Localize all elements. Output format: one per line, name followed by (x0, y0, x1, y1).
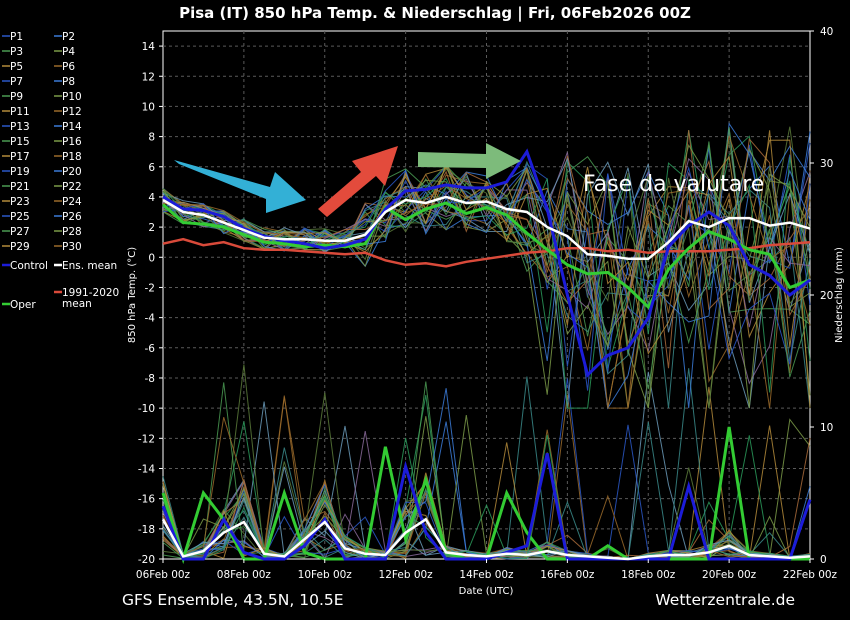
y-left-tick-label: 6 (148, 162, 155, 174)
y-left-tick-label: -20 (138, 554, 155, 566)
x-tick-label: 22Feb 00z (783, 569, 838, 581)
legend-item: P7 (10, 76, 23, 88)
y-axis-right-label: Niederschlag (mm) (834, 247, 845, 343)
legend-item: P6 (62, 61, 75, 73)
y-left-tick-label: -8 (145, 373, 155, 385)
legend-item: 1991-2020 mean (62, 287, 119, 310)
y-right-tick-label: 0 (820, 554, 827, 566)
y-right-tick-label: 10 (820, 422, 833, 434)
x-tick-label: 16Feb 00z (540, 569, 595, 581)
y-left-tick-label: -10 (138, 403, 155, 415)
x-tick-label: 20Feb 00z (702, 569, 757, 581)
x-tick-label: 18Feb 00z (621, 569, 676, 581)
legend-item: P22 (62, 181, 82, 193)
legend-item: P16 (62, 136, 82, 148)
legend-item: P2 (62, 31, 75, 43)
y-left-tick-label: 0 (148, 252, 155, 264)
legend-item: P29 (10, 241, 30, 253)
arrow-green (418, 143, 521, 179)
legend-item: P21 (10, 181, 30, 193)
x-tick-label: 12Feb 00z (379, 569, 434, 581)
x-tick-label: 08Feb 00z (217, 569, 272, 581)
y-left-tick-label: -12 (138, 433, 155, 445)
y-left-tick-label: 4 (148, 192, 155, 204)
arrow-blue (174, 160, 306, 213)
legend-item: P12 (62, 106, 82, 118)
y-left-tick-label: -4 (145, 313, 156, 325)
legend-item: P3 (10, 46, 23, 58)
legend-item: P11 (10, 106, 30, 118)
legend-item: Control (10, 260, 48, 272)
legend-item: P10 (62, 91, 82, 103)
y-right-tick-label: 20 (820, 290, 833, 302)
y-left-tick-label: -2 (145, 282, 155, 294)
x-tick-label: 10Feb 00z (298, 569, 353, 581)
x-axis-label: Date (UTC) (459, 586, 514, 597)
legend-item: P23 (10, 196, 30, 208)
legend-item: P28 (62, 226, 82, 238)
y-left-tick-label: -18 (138, 524, 155, 536)
y-left-tick-label: 2 (148, 222, 155, 234)
legend-item: P5 (10, 61, 23, 73)
annotation-text: Fase da valutare (583, 172, 764, 197)
legend-item: P14 (62, 121, 82, 133)
legend-item: Ens. mean (62, 260, 117, 272)
y-left-tick-label: -16 (138, 494, 155, 506)
footer-model-info: GFS Ensemble, 43.5N, 10.5E (122, 591, 344, 609)
legend: P1 P2 P3 P4 P5 P6 P7 P8 P9 P10 P11 P12 P13 P14 P15 P16 P… (2, 31, 119, 311)
grid (163, 31, 810, 559)
legend-item: P18 (62, 151, 82, 163)
temp-member-line (162, 122, 811, 410)
x-tick-label: 14Feb 00z (459, 569, 514, 581)
y-left-tick-label: -6 (145, 343, 156, 355)
legend-item: P19 (10, 166, 30, 178)
legend-item: P8 (62, 76, 75, 88)
legend-item: P25 (10, 211, 30, 223)
climate-mean-line (162, 237, 811, 268)
legend-item: P4 (62, 46, 75, 58)
legend-item: Oper (10, 299, 36, 311)
legend-item: P24 (62, 196, 82, 208)
y-left-tick-label: 10 (142, 101, 155, 113)
legend-item: P26 (62, 211, 82, 223)
ens-mean-precip-line (161, 517, 811, 561)
y-left-tick-label: 8 (148, 132, 155, 144)
arrow-red (318, 146, 398, 217)
legend-item: P9 (10, 91, 23, 103)
y-left-tick-label: 14 (142, 41, 156, 53)
y-left-tick-label: -14 (138, 463, 155, 475)
legend-item: P20 (62, 166, 82, 178)
y-right-tick-label: 30 (820, 158, 833, 170)
y-axis-left-label: 850 hPa Temp. (°C) (127, 247, 138, 343)
legend-item: P30 (62, 241, 82, 253)
y-left-tick-label: 12 (142, 71, 155, 83)
legend-item: P27 (10, 226, 30, 238)
legend-item: P17 (10, 151, 30, 163)
annotation-arrows (174, 143, 521, 217)
x-tick-label: 06Feb 00z (136, 569, 191, 581)
y-right-tick-label: 40 (820, 26, 833, 38)
chart-title: Pisa (IT) 850 hPa Temp. & Niederschlag |… (179, 4, 691, 23)
ens-mean-temp-line (162, 195, 811, 261)
legend-item: P13 (10, 121, 30, 133)
legend-item: P1 (10, 31, 23, 43)
legend-item-line: 1991-2020 (62, 287, 119, 299)
axes: 14121086420-2-4-6-8-10-12-14-16-18-20403… (136, 26, 838, 581)
legend-item-line: mean (62, 298, 92, 310)
footer-source: Wetterzentrale.de (655, 591, 795, 609)
legend-item: P15 (10, 136, 30, 148)
oper-temp-line (161, 201, 811, 310)
